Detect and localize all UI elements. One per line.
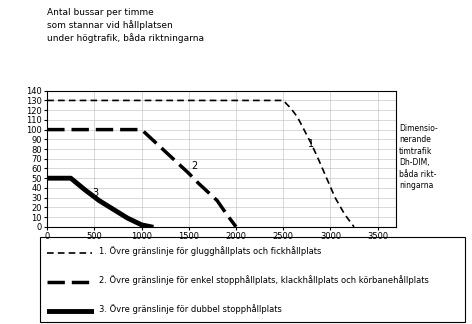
Text: Dimensio-
nerande
timtrafik
Dh-DIM,
båda rikt-
ningarna: Dimensio- nerande timtrafik Dh-DIM, båda… <box>399 124 438 190</box>
Text: 1. Övre gränslinje för glugghållplats och fickhållplats: 1. Övre gränslinje för glugghållplats oc… <box>99 246 321 256</box>
Text: 3: 3 <box>93 188 99 198</box>
Text: 3. Övre gränslinje för dubbel stopphållplats: 3. Övre gränslinje för dubbel stopphållp… <box>99 305 282 314</box>
Text: Antal bussar per timme
som stannar vid hållplatsen
under högtrafik, båda riktnin: Antal bussar per timme som stannar vid h… <box>47 8 204 43</box>
Text: 2. Övre gränslinje för enkel stopphållplats, klackhållplats och körbanehållplats: 2. Övre gränslinje för enkel stopphållpl… <box>99 275 429 285</box>
Text: 1: 1 <box>308 139 314 149</box>
Text: 2: 2 <box>192 161 198 170</box>
